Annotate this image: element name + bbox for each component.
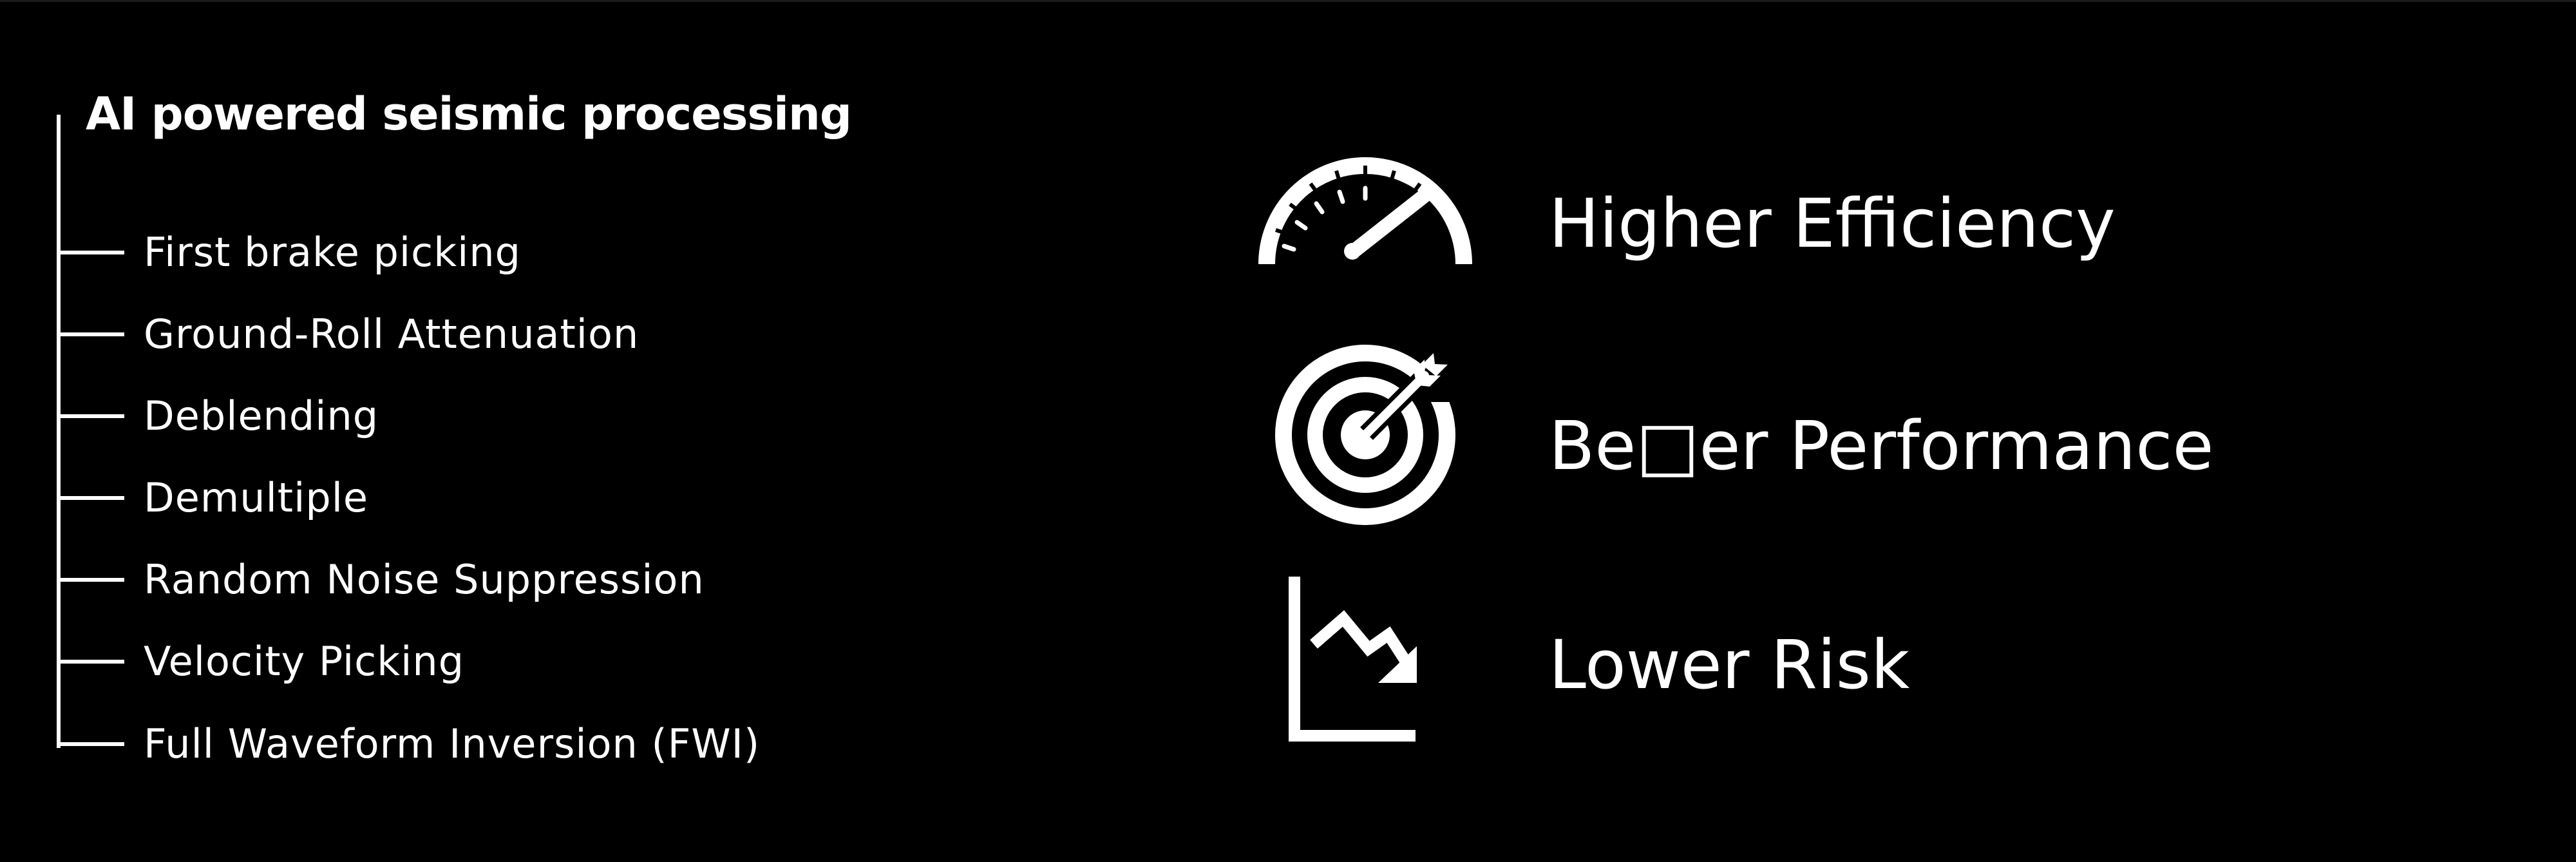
tree-branch-line [57,414,124,418]
tree-branch-line [57,578,124,582]
tree-branch-line [57,332,124,336]
tree-item-demultiple: Demultiple [57,472,894,524]
benefit-lower-risk: Lower Risk [1256,570,2479,763]
tree-item-label: Ground-Roll Attenuation [144,311,639,358]
downward-trend-chart-icon [1256,570,1475,763]
benefit-label: Be□er Performance [1549,407,2214,485]
tree-item-deblending: Deblending [57,390,894,442]
tree-item-label: First brake picking [144,229,522,276]
tree-branch-line [57,660,124,664]
speedometer-icon [1256,129,1475,322]
processing-tree: AI powered seismic processing First brak… [0,0,966,862]
tree-item-label: Demultiple [144,474,369,521]
target-arrow-icon [1256,341,1475,535]
tree-item-label: Random Noise Suppression [144,556,705,603]
top-divider [0,0,2576,2]
benefit-better-performance: Be□er Performance [1256,341,2479,535]
tree-item-random-noise-suppression: Random Noise Suppression [57,554,894,606]
tree-item-label: Deblending [144,392,379,439]
tree-item-label: Velocity Picking [144,638,465,685]
tree-branch-line [57,251,124,254]
tree-item-full-waveform-inversion: Full Waveform Inversion (FWI) [57,718,894,770]
benefit-higher-efficiency: Higher Efficiency [1256,129,2479,322]
tree-branch-line [57,496,124,500]
benefit-label: Lower Risk [1549,626,1910,704]
benefit-label: Higher Efficiency [1549,184,2116,263]
tree-heading: AI powered seismic processing [86,88,852,140]
tree-item-velocity-picking: Velocity Picking [57,636,894,687]
tree-branch-line [57,742,124,746]
tree-item-ground-roll-attenuation: Ground-Roll Attenuation [57,309,894,360]
tree-item-first-brake-picking: First brake picking [57,227,894,278]
tree-item-label: Full Waveform Inversion (FWI) [144,720,761,767]
tree-trunk-line [57,115,61,748]
